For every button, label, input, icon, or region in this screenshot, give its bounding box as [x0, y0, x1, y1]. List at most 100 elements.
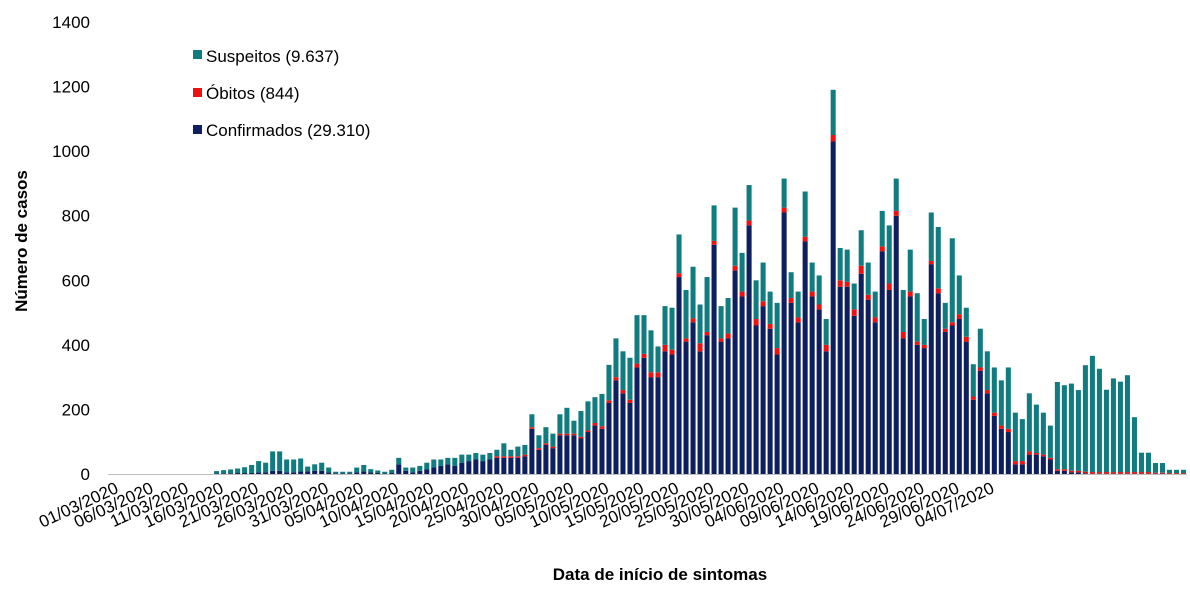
bar-segment	[242, 467, 248, 474]
bar-segment	[935, 288, 941, 294]
bar-segment	[256, 461, 262, 473]
bar-segment	[529, 428, 535, 474]
bar-segment	[382, 471, 388, 474]
bar-segment	[774, 354, 780, 474]
bar-segment	[1152, 472, 1158, 474]
bar-segment	[662, 351, 668, 474]
bar-segment	[1124, 375, 1130, 473]
bar-segment	[424, 462, 430, 470]
bar-segment	[662, 344, 668, 352]
bar-segment	[844, 286, 850, 474]
bar-segment	[872, 291, 878, 318]
bar-segment	[585, 430, 591, 433]
bar-segment	[746, 185, 752, 221]
bar-segment	[774, 302, 780, 349]
bar-segment	[648, 372, 654, 378]
bar-segment	[1026, 454, 1032, 474]
y-tick-label: 1200	[52, 78, 90, 97]
bar-segment	[270, 470, 276, 474]
bar-segment	[949, 325, 955, 474]
bar-segment	[627, 402, 633, 474]
bar-segment	[711, 240, 717, 245]
bar-segment	[522, 444, 528, 455]
bar-segment	[452, 457, 458, 466]
bar-segment	[774, 348, 780, 355]
bar-segment	[662, 306, 668, 345]
bar-segment	[1054, 381, 1060, 470]
bar-segment	[438, 465, 444, 474]
bar-segment	[970, 396, 976, 400]
bar-segment	[263, 472, 269, 474]
bar-segment	[1103, 389, 1109, 473]
bar-segment	[1026, 393, 1032, 452]
bar-segment	[900, 289, 906, 332]
bar-segment	[515, 456, 521, 458]
bar-segment	[557, 433, 563, 436]
bar-segment	[501, 456, 507, 458]
bar-segment	[494, 456, 500, 458]
bar-segment	[1068, 383, 1074, 471]
bar-segment	[1012, 461, 1018, 465]
bar-segment	[690, 322, 696, 474]
bar-segment	[816, 275, 822, 305]
bar-segment	[1061, 470, 1067, 474]
bar-segment	[907, 249, 913, 292]
bar-segment	[746, 220, 752, 226]
bar-segment	[606, 402, 612, 474]
bar-segment	[718, 306, 724, 339]
bar-segment	[403, 467, 409, 471]
bar-segment	[753, 319, 759, 326]
legend: Suspeitos (9.637) Óbitos (844) Confirmad…	[193, 47, 370, 140]
bar-segment	[557, 414, 563, 434]
bar-segment	[998, 425, 1004, 429]
bar-segment	[753, 280, 759, 320]
bar-segment	[683, 341, 689, 474]
bar-segment	[1026, 451, 1032, 455]
bar-segment	[221, 470, 227, 474]
bar-segment	[634, 363, 640, 368]
bar-segment	[221, 473, 227, 474]
bar-segment	[361, 471, 367, 474]
bar-segment	[1005, 432, 1011, 474]
bar-segment	[886, 283, 892, 290]
legend-swatch-obitos	[193, 88, 202, 97]
bar-segment	[1082, 473, 1088, 474]
bar-segment	[319, 470, 325, 474]
bar-segment	[935, 227, 941, 289]
bar-segment	[1110, 378, 1116, 473]
bar-segment	[473, 453, 479, 460]
bar-segment	[1054, 469, 1060, 471]
bar-segment	[858, 273, 864, 474]
bar-segment	[732, 207, 738, 266]
bar-segment	[431, 459, 437, 468]
bar-segment	[578, 411, 584, 437]
bar-segment	[963, 341, 969, 474]
bar-segment	[508, 457, 514, 474]
bar-segment	[487, 459, 493, 474]
bar-segment	[942, 331, 948, 474]
bar-segment	[739, 291, 745, 297]
bar-segment	[844, 249, 850, 282]
bar-segment	[599, 428, 605, 474]
bar-segment	[921, 344, 927, 349]
bar-segment	[1138, 472, 1144, 474]
bar-segment	[543, 427, 549, 444]
bar-segment	[529, 427, 535, 429]
bar-segment	[816, 309, 822, 474]
bar-segment	[515, 457, 521, 474]
bar-segment	[1117, 472, 1123, 474]
bar-segment	[809, 262, 815, 292]
bar-segment	[564, 433, 570, 436]
bar-segment	[319, 462, 325, 471]
bar-segment	[1040, 412, 1046, 455]
bar-segment	[494, 449, 500, 457]
bar-segment	[1110, 472, 1116, 474]
bar-segment	[340, 471, 346, 474]
bar-segment	[690, 318, 696, 323]
bar-segment	[676, 277, 682, 474]
bar-segment	[991, 412, 997, 416]
bar-segment	[858, 230, 864, 266]
bar-segment	[886, 225, 892, 284]
bar-segment	[893, 215, 899, 474]
bar-segment	[802, 191, 808, 237]
